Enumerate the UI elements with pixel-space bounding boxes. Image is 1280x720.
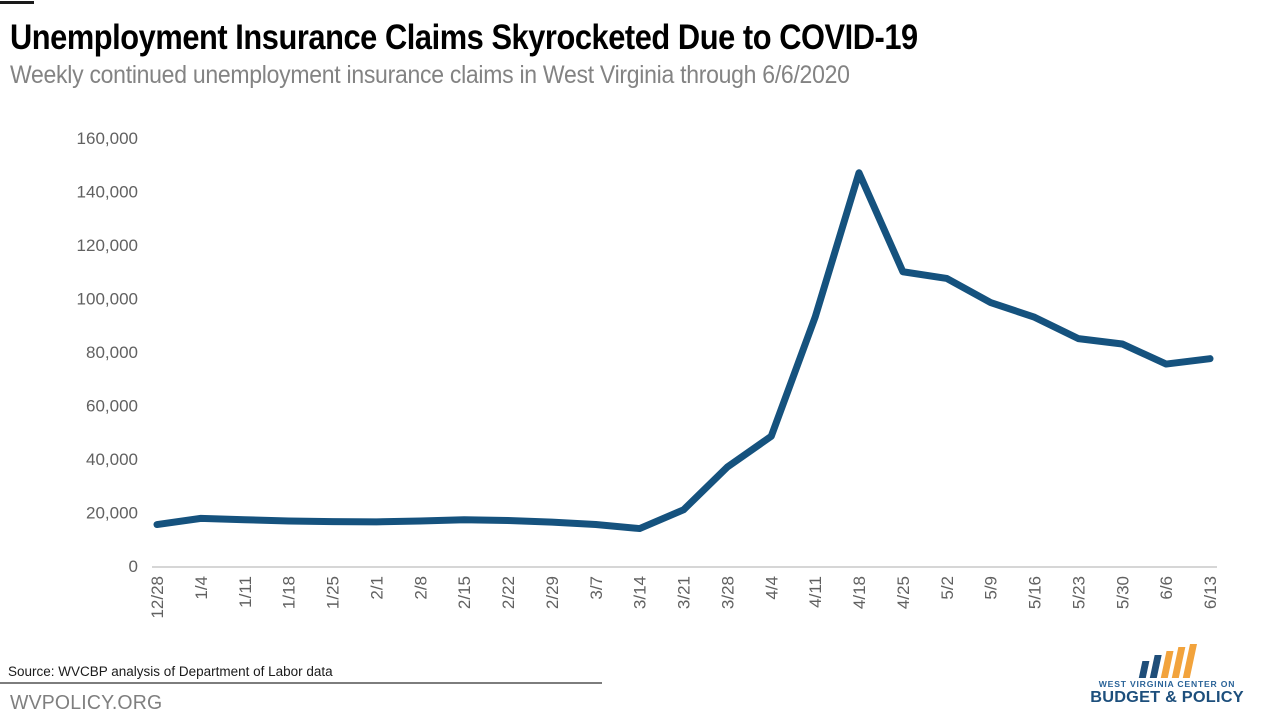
source-divider-line — [0, 682, 602, 684]
x-axis-tick-label: 1/11 — [236, 576, 255, 608]
x-axis-tick-label: 4/4 — [762, 576, 781, 600]
logo-bar — [1182, 644, 1197, 678]
website-text: WVPOLICY.ORG — [10, 691, 163, 714]
x-axis-tick-label: 6/13 — [1201, 576, 1220, 609]
x-axis-tick-label: 5/9 — [982, 576, 1001, 600]
x-axis-tick-label: 5/16 — [1026, 576, 1045, 609]
x-axis-tick-label: 2/29 — [543, 576, 562, 609]
x-axis-tick-label: 4/18 — [850, 576, 869, 609]
top-left-tick-mark — [0, 1, 34, 4]
logo-bar — [1160, 651, 1174, 678]
x-axis-tick-label: 5/23 — [1069, 576, 1088, 609]
chart-title: Unemployment Insurance Claims Skyrockete… — [10, 18, 918, 57]
logo-org-name-bold: BUDGET & POLICY — [1090, 689, 1244, 706]
bar-chart-icon — [1138, 644, 1197, 678]
x-axis-tick-label: 2/15 — [455, 576, 474, 609]
x-axis-tick-label: 4/25 — [894, 576, 913, 609]
x-axis-tick-label: 2/1 — [367, 576, 386, 600]
wvcbp-logo: WEST VIRGINIA CENTER ON BUDGET & POLICY — [1082, 644, 1252, 707]
x-axis-tick-label: 1/4 — [192, 576, 211, 600]
y-axis-tick-label: 80,000 — [86, 343, 138, 362]
x-axis-tick-label: 3/28 — [718, 576, 737, 609]
claims-line-series — [153, 169, 1214, 533]
x-axis-tick-label: 3/21 — [675, 576, 694, 609]
x-axis-tick-label: 2/22 — [499, 576, 518, 609]
logo-bar — [1138, 661, 1150, 678]
logo-org-name: WEST VIRGINIA CENTER ON — [1098, 679, 1236, 689]
y-axis-tick-label: 0 — [129, 557, 138, 576]
x-axis-tick-label: 12/28 — [148, 576, 167, 619]
x-axis-tick-label: 2/8 — [411, 576, 430, 600]
y-axis-tick-label: 140,000 — [77, 183, 138, 202]
logo-bar — [1149, 655, 1162, 678]
chart-subtitle: Weekly continued unemployment insurance … — [10, 61, 850, 89]
x-axis-tick-label: 5/2 — [938, 576, 957, 600]
y-axis-tick-label: 40,000 — [86, 450, 138, 469]
x-axis-tick-label: 3/14 — [631, 576, 650, 609]
y-axis-tick-label: 100,000 — [77, 290, 138, 309]
y-axis-tick-label: 20,000 — [86, 504, 138, 523]
bar-chart-icon-bars — [1138, 644, 1197, 678]
x-axis-tick-label: 1/25 — [324, 576, 343, 609]
source-note: Source: WVCBP analysis of Department of … — [8, 664, 333, 679]
y-axis-tick-label: 120,000 — [77, 236, 138, 255]
x-axis-tick-label: 4/11 — [806, 576, 825, 608]
x-axis-tick-label: 5/30 — [1113, 576, 1132, 609]
y-axis-tick-label: 60,000 — [86, 397, 138, 416]
x-axis-tick-label: 6/6 — [1157, 576, 1176, 600]
logo-bar — [1171, 647, 1186, 678]
x-axis-tick-label: 3/7 — [587, 576, 606, 600]
y-axis-tick-label: 160,000 — [77, 129, 138, 148]
x-axis-tick-label: 1/18 — [280, 576, 299, 609]
line-chart: 0 20,000 40,000 60,000 80,000 100,000 120,000 1… — [77, 129, 1220, 619]
